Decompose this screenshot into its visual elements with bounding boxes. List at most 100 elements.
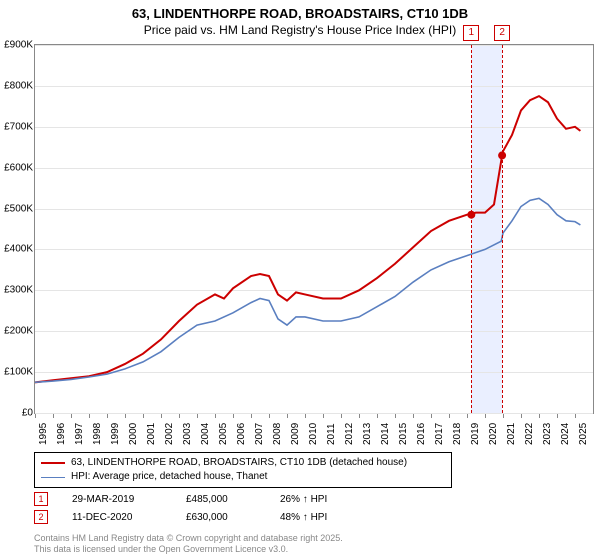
marker-line: [502, 45, 503, 413]
x-axis-label: 2007: [254, 423, 265, 445]
y-axis-label: £800K: [4, 80, 33, 91]
x-tick: [233, 414, 234, 418]
x-tick: [161, 414, 162, 418]
x-axis-label: 2021: [506, 423, 517, 445]
x-axis-label: 2010: [308, 423, 319, 445]
chart-container: 63, LINDENTHORPE ROAD, BROADSTAIRS, CT10…: [0, 0, 600, 560]
x-axis-label: 2024: [560, 423, 571, 445]
y-axis-label: £400K: [4, 244, 33, 255]
x-axis-label: 2020: [488, 423, 499, 445]
marker-price: £485,000: [186, 494, 256, 505]
legend-item: HPI: Average price, detached house, Than…: [41, 470, 445, 484]
x-tick: [521, 414, 522, 418]
legend-swatch: [41, 462, 65, 464]
x-axis-label: 2025: [578, 423, 589, 445]
marker-flag: 2: [494, 25, 510, 41]
footer-line2: This data is licensed under the Open Gov…: [34, 544, 343, 556]
x-tick: [125, 414, 126, 418]
x-axis-label: 2016: [416, 423, 427, 445]
marker-date: 11-DEC-2020: [72, 512, 162, 523]
y-axis-label: £900K: [4, 40, 33, 51]
chart-svg: [35, 45, 593, 413]
x-tick: [107, 414, 108, 418]
x-axis-label: 2018: [452, 423, 463, 445]
x-axis-label: 2019: [470, 423, 481, 445]
x-tick: [539, 414, 540, 418]
x-axis-label: 2014: [380, 423, 391, 445]
legend: 63, LINDENTHORPE ROAD, BROADSTAIRS, CT10…: [34, 452, 452, 488]
x-tick: [485, 414, 486, 418]
x-tick: [53, 414, 54, 418]
x-axis-label: 2022: [524, 423, 535, 445]
x-axis-label: 2005: [218, 423, 229, 445]
y-axis-label: £200K: [4, 326, 33, 337]
y-axis-label: £700K: [4, 121, 33, 132]
x-tick: [305, 414, 306, 418]
y-axis-label: £600K: [4, 162, 33, 173]
x-tick: [377, 414, 378, 418]
x-tick: [323, 414, 324, 418]
x-tick: [71, 414, 72, 418]
x-axis-label: 2017: [434, 423, 445, 445]
x-tick: [413, 414, 414, 418]
x-tick: [197, 414, 198, 418]
x-tick: [89, 414, 90, 418]
y-axis-label: £100K: [4, 367, 33, 378]
x-tick: [215, 414, 216, 418]
x-tick: [395, 414, 396, 418]
marker-table-row: 2 11-DEC-2020 £630,000 48% ↑ HPI: [34, 510, 360, 524]
x-tick: [35, 414, 36, 418]
x-axis-label: 2012: [344, 423, 355, 445]
x-tick: [431, 414, 432, 418]
x-tick: [269, 414, 270, 418]
x-axis-label: 1995: [38, 423, 49, 445]
x-axis-label: 1997: [74, 423, 85, 445]
x-axis-label: 2006: [236, 423, 247, 445]
footer-line1: Contains HM Land Registry data © Crown c…: [34, 533, 343, 545]
footer: Contains HM Land Registry data © Crown c…: [34, 533, 343, 556]
x-axis-label: 2009: [290, 423, 301, 445]
x-axis-label: 1999: [110, 423, 121, 445]
x-axis-label: 2008: [272, 423, 283, 445]
x-tick: [449, 414, 450, 418]
x-tick: [143, 414, 144, 418]
marker-table-flag: 1: [34, 492, 48, 506]
x-tick: [467, 414, 468, 418]
marker-hpi: 26% ↑ HPI: [280, 494, 360, 505]
marker-hpi: 48% ↑ HPI: [280, 512, 360, 523]
x-axis-label: 1996: [56, 423, 67, 445]
legend-item: 63, LINDENTHORPE ROAD, BROADSTAIRS, CT10…: [41, 456, 445, 470]
legend-label: HPI: Average price, detached house, Than…: [71, 470, 267, 484]
x-tick: [341, 414, 342, 418]
marker-date: 29-MAR-2019: [72, 494, 162, 505]
x-axis-label: 2003: [182, 423, 193, 445]
x-tick: [575, 414, 576, 418]
x-axis-label: 2000: [128, 423, 139, 445]
x-tick: [359, 414, 360, 418]
marker-line: [471, 45, 472, 413]
chart-title: 63, LINDENTHORPE ROAD, BROADSTAIRS, CT10…: [0, 0, 600, 23]
y-axis-label: £0: [22, 408, 33, 419]
marker-table: 1 29-MAR-2019 £485,000 26% ↑ HPI 2 11-DEC-202…: [34, 492, 360, 528]
y-axis-label: £300K: [4, 285, 33, 296]
marker-table-flag: 2: [34, 510, 48, 524]
series-hpi: [35, 198, 580, 382]
x-axis-label: 2013: [362, 423, 373, 445]
marker-price: £630,000: [186, 512, 256, 523]
x-axis-label: 2011: [326, 423, 337, 445]
legend-label: 63, LINDENTHORPE ROAD, BROADSTAIRS, CT10…: [71, 456, 407, 470]
x-tick: [557, 414, 558, 418]
x-axis-label: 1998: [92, 423, 103, 445]
legend-swatch: [41, 477, 65, 478]
x-axis-label: 2023: [542, 423, 553, 445]
y-axis-label: £500K: [4, 203, 33, 214]
marker-table-row: 1 29-MAR-2019 £485,000 26% ↑ HPI: [34, 492, 360, 506]
x-tick: [287, 414, 288, 418]
marker-flag: 1: [463, 25, 479, 41]
x-tick: [503, 414, 504, 418]
x-axis-label: 2004: [200, 423, 211, 445]
gridline: [35, 413, 593, 414]
x-axis-label: 2002: [164, 423, 175, 445]
plot-area: £0£100K£200K£300K£400K£500K£600K£700K£80…: [34, 44, 594, 414]
x-axis-label: 2015: [398, 423, 409, 445]
